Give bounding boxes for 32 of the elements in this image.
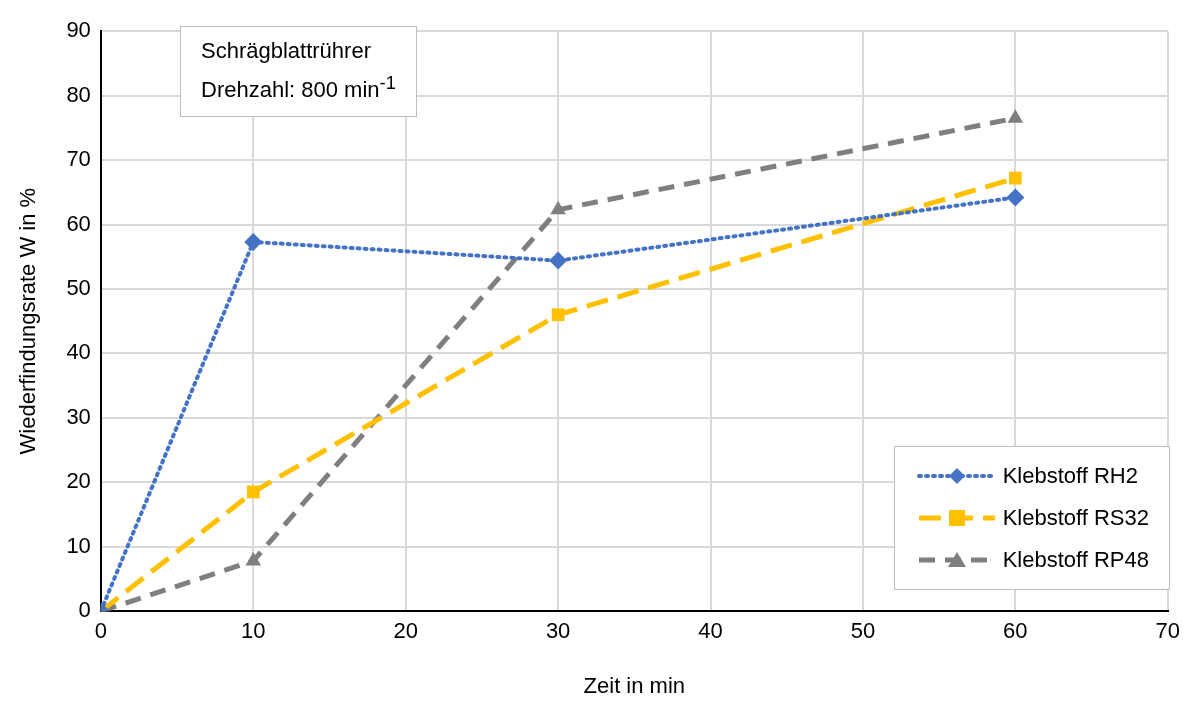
y-tick-label: 60 xyxy=(66,210,91,236)
y-tick-label: 70 xyxy=(66,146,91,172)
y-axis-title: Wiederfindungsrate W in % xyxy=(15,187,41,455)
x-tick-label: 30 xyxy=(545,618,571,644)
y-tick-label: 20 xyxy=(66,468,91,494)
point xyxy=(550,200,566,215)
x-tick-label: 50 xyxy=(850,618,876,644)
y-tick-label: 0 xyxy=(78,597,91,623)
y-tick-label: 40 xyxy=(66,339,91,365)
annotation: Drehzahl: 800 min$^{-1}$ xyxy=(201,71,396,105)
legend-label: Klebstoff RP48 xyxy=(1002,547,1149,573)
point xyxy=(1006,188,1025,207)
annotation: Schrägblattrührer xyxy=(201,37,372,65)
point xyxy=(245,551,262,566)
legend-label: Klebstoff RH2 xyxy=(1002,463,1138,489)
legend-label: Klebstoff RS32 xyxy=(1002,505,1149,531)
point xyxy=(1008,171,1022,185)
x-axis-title: Zeit in min xyxy=(583,672,686,698)
y-tick-label: 10 xyxy=(66,532,91,558)
x-tick-label: 10 xyxy=(241,618,266,644)
y-tick-label: 30 xyxy=(66,403,91,429)
point xyxy=(244,232,263,251)
y-tick-label: 80 xyxy=(66,81,91,107)
x-tick-label: 70 xyxy=(1155,618,1181,644)
y-tick-label: 90 xyxy=(66,17,91,43)
x-tick-label: 20 xyxy=(393,618,418,644)
x-tick-label: 60 xyxy=(1003,618,1028,644)
point xyxy=(551,308,565,322)
y-tick-label: 50 xyxy=(66,275,91,301)
x-tick-label: 40 xyxy=(698,618,723,644)
point xyxy=(549,251,568,270)
x-tick-label: 0 xyxy=(94,618,107,644)
